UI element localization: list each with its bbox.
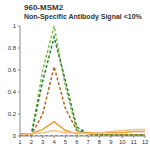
svg-text:6: 6 xyxy=(75,139,79,145)
svg-text:2: 2 xyxy=(30,139,34,145)
svg-text:0.8: 0.8 xyxy=(8,45,17,51)
svg-text:10: 10 xyxy=(119,139,126,145)
svg-text:7: 7 xyxy=(87,139,91,145)
svg-text:1: 1 xyxy=(18,139,22,145)
svg-text:4: 4 xyxy=(52,139,56,145)
svg-text:1: 1 xyxy=(13,23,17,29)
svg-text:11: 11 xyxy=(131,139,138,145)
svg-text:0.2: 0.2 xyxy=(8,111,17,117)
svg-text:5: 5 xyxy=(64,139,68,145)
svg-text:0: 0 xyxy=(13,133,17,139)
svg-text:3: 3 xyxy=(41,139,45,145)
svg-text:0.4: 0.4 xyxy=(8,89,17,95)
svg-text:0.6: 0.6 xyxy=(8,67,17,73)
svg-text:9: 9 xyxy=(109,139,113,145)
svg-text:12: 12 xyxy=(142,139,143,145)
html-text:960-MSM2: 960-MSM2 xyxy=(24,3,64,12)
html-text:Non-Specific Antibody Signal <: Non-Specific Antibody Signal <10% xyxy=(24,13,142,20)
svg-text:8: 8 xyxy=(98,139,102,145)
